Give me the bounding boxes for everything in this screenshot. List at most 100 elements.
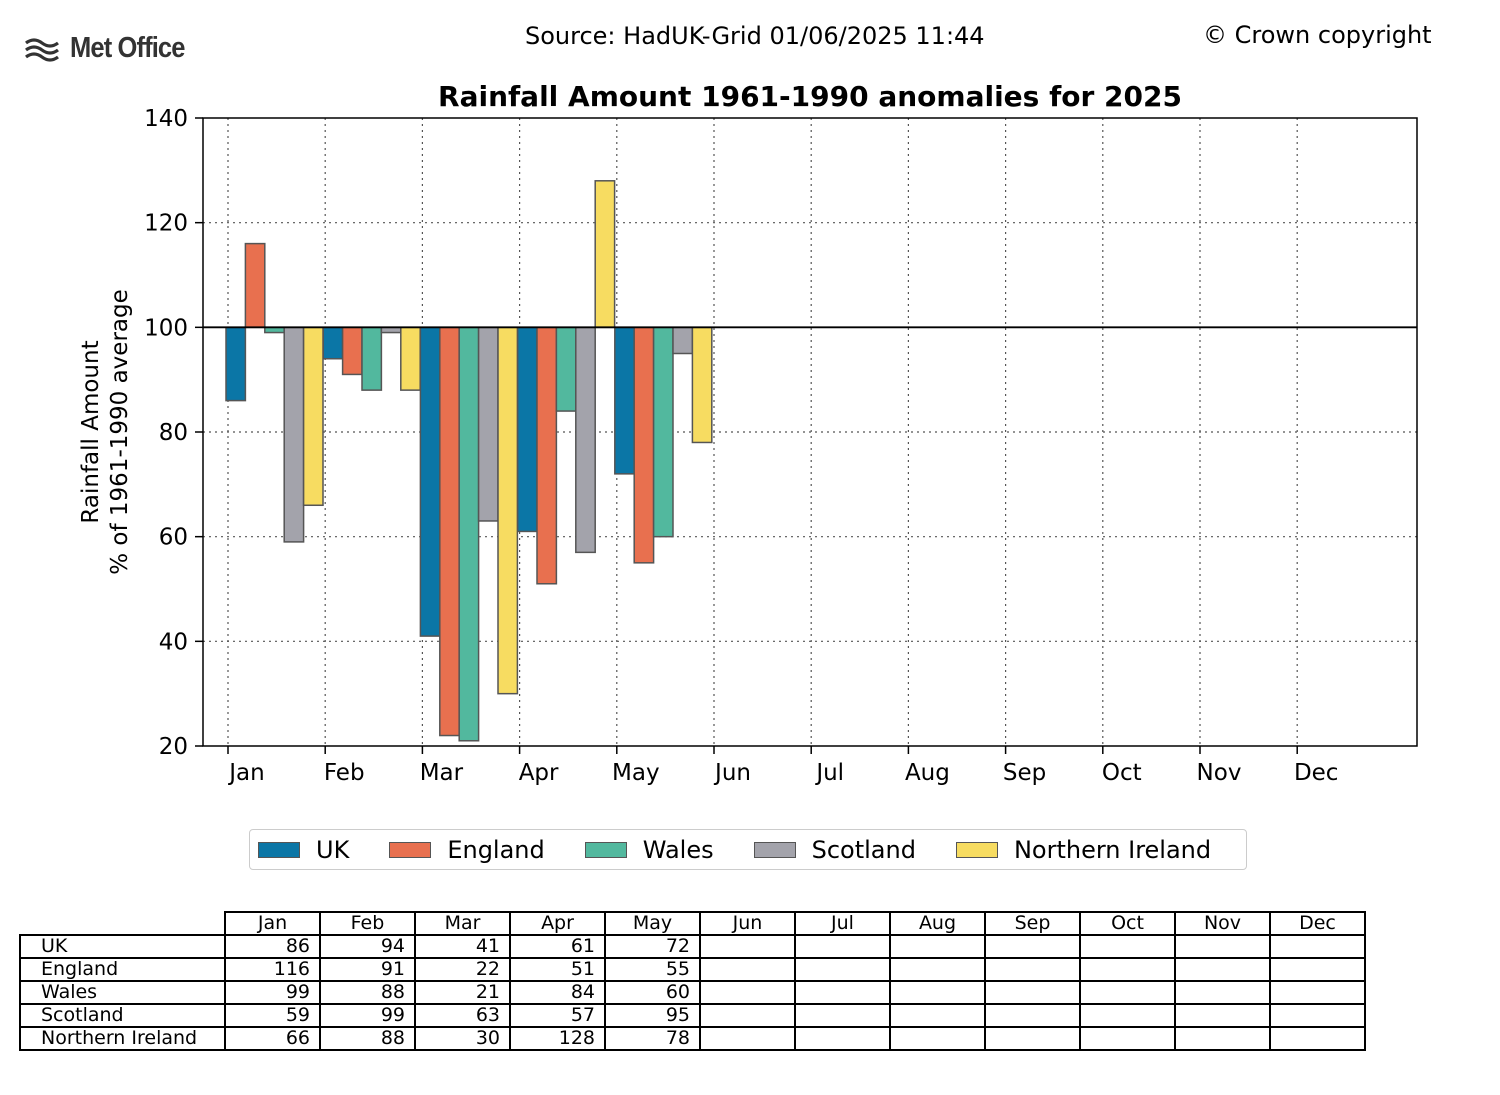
table-column-header: Dec bbox=[1269, 911, 1366, 936]
table-column-header: Jan bbox=[224, 911, 321, 936]
table-cell bbox=[984, 957, 1081, 982]
x-tick-label-aug: Aug bbox=[905, 760, 950, 786]
bar-northern-ireland-mar bbox=[497, 326, 519, 695]
table-cell bbox=[699, 934, 796, 959]
table-cell bbox=[889, 957, 986, 982]
table-cell: 30 bbox=[414, 1026, 511, 1051]
table-row-label: Wales bbox=[19, 980, 226, 1005]
table-column-header: Mar bbox=[414, 911, 511, 936]
table-cell bbox=[794, 1026, 891, 1051]
table-cell bbox=[1174, 934, 1271, 959]
copyright-label: © Crown copyright bbox=[1203, 21, 1432, 49]
table-cell: 61 bbox=[509, 934, 606, 959]
y-tick-label: 140 bbox=[144, 106, 188, 132]
table-cell bbox=[1269, 934, 1366, 959]
table-cell bbox=[889, 980, 986, 1005]
table-cell bbox=[1269, 980, 1366, 1005]
bar-england-feb bbox=[341, 326, 363, 376]
table-cell bbox=[1079, 980, 1176, 1005]
table-cell: 78 bbox=[604, 1026, 701, 1051]
table-cell bbox=[1079, 957, 1176, 982]
bar-uk-jan bbox=[225, 326, 247, 402]
legend-item-northern-ireland: Northern Ireland bbox=[955, 836, 1211, 864]
legend-label: UK bbox=[316, 835, 350, 864]
table-cell bbox=[794, 934, 891, 959]
x-tick-label-feb: Feb bbox=[324, 760, 365, 786]
table-cell bbox=[1174, 980, 1271, 1005]
y-tick-label: 60 bbox=[159, 525, 188, 551]
table-row-label: UK bbox=[19, 934, 226, 959]
legend-item-wales: Wales bbox=[584, 835, 714, 864]
bar-wales-apr bbox=[555, 326, 577, 412]
table-cell bbox=[1269, 1026, 1366, 1051]
table-cell: 41 bbox=[414, 934, 511, 959]
table-cell: 63 bbox=[414, 1003, 511, 1028]
table-row-label: Northern Ireland bbox=[19, 1026, 226, 1051]
bar-england-jan bbox=[244, 242, 266, 329]
table-column-header: Jul bbox=[794, 911, 891, 936]
bar-uk-apr bbox=[516, 326, 538, 533]
chart-legend: UK England Wales Scotland Northern Ireland bbox=[249, 829, 1247, 870]
table-column-header: Feb bbox=[319, 911, 416, 936]
table-column-header: Sep bbox=[984, 911, 1081, 936]
table-column-header: Aug bbox=[889, 911, 986, 936]
y-tick-label: 100 bbox=[144, 315, 188, 341]
bar-wales-mar bbox=[458, 326, 480, 742]
legend-item-england: England bbox=[389, 836, 545, 864]
plot-frame bbox=[202, 117, 1418, 747]
legend-item-uk: UK bbox=[258, 836, 349, 864]
bar-uk-feb bbox=[322, 326, 344, 360]
y-tick-label: 120 bbox=[144, 211, 188, 237]
table-cell bbox=[1269, 1003, 1366, 1028]
met-office-wave-icon bbox=[25, 37, 59, 62]
legend-swatch bbox=[258, 841, 300, 858]
x-tick-label-nov: Nov bbox=[1197, 760, 1242, 786]
x-tick-label-apr: Apr bbox=[519, 760, 559, 786]
bar-northern-ireland-apr bbox=[594, 180, 616, 329]
x-tick-label-dec: Dec bbox=[1294, 760, 1339, 786]
table-cell: 84 bbox=[509, 980, 606, 1005]
table-row: UK 86 94 41 61 72 bbox=[19, 934, 1366, 959]
x-tick-label-jun: Jun bbox=[713, 760, 751, 786]
bar-northern-ireland-feb bbox=[400, 326, 421, 391]
table-cell: 95 bbox=[604, 1003, 701, 1028]
table-cell bbox=[794, 957, 891, 982]
table-row: Northern Ireland 66 88 30 128 78 bbox=[19, 1026, 1366, 1051]
table-cell: 88 bbox=[319, 1026, 416, 1051]
table-cell: 55 bbox=[604, 957, 701, 982]
table-row: Scotland 59 99 63 57 95 bbox=[19, 1003, 1366, 1028]
table-cell bbox=[1079, 934, 1176, 959]
x-tick-label-may: May bbox=[612, 760, 660, 786]
bar-scotland-may bbox=[672, 326, 694, 355]
table-cell: 21 bbox=[414, 980, 511, 1005]
met-office-logo: Met Office bbox=[24, 32, 200, 65]
table-cell bbox=[1079, 1003, 1176, 1028]
table-cell bbox=[1269, 957, 1366, 982]
bar-scotland-mar bbox=[477, 326, 499, 522]
table-row: England 116 91 22 51 55 bbox=[19, 957, 1366, 982]
table-cell bbox=[1174, 1026, 1271, 1051]
table-cell: 88 bbox=[319, 980, 416, 1005]
table-cell: 60 bbox=[604, 980, 701, 1005]
bar-england-may bbox=[633, 326, 655, 564]
table-cell bbox=[699, 1003, 796, 1028]
legend-label: Scotland bbox=[811, 835, 916, 864]
table-cell bbox=[984, 1003, 1081, 1028]
table-cell: 86 bbox=[224, 934, 321, 959]
table-cell bbox=[1174, 1003, 1271, 1028]
x-tick-label-jan: Jan bbox=[227, 760, 264, 786]
y-axis-label: Rainfall Amount% of 1961-1990 average bbox=[78, 289, 133, 574]
bar-england-mar bbox=[439, 326, 460, 737]
table-cell bbox=[889, 1003, 986, 1028]
y-tick-label: 20 bbox=[159, 734, 188, 760]
bar-scotland-apr bbox=[575, 326, 596, 554]
table-cell bbox=[699, 957, 796, 982]
table-column-header: Oct bbox=[1079, 911, 1176, 936]
table-cell: 59 bbox=[224, 1003, 321, 1028]
table-column-header: May bbox=[604, 911, 701, 936]
bar-uk-may bbox=[614, 326, 635, 475]
table-cell bbox=[699, 1026, 796, 1051]
legend-label: Wales bbox=[642, 835, 714, 864]
bar-northern-ireland-jan bbox=[302, 326, 324, 507]
data-table: Jan Feb Mar Apr May Jun Jul Aug Sep Oct Nov Dec UK 86… bbox=[19, 911, 1366, 1051]
